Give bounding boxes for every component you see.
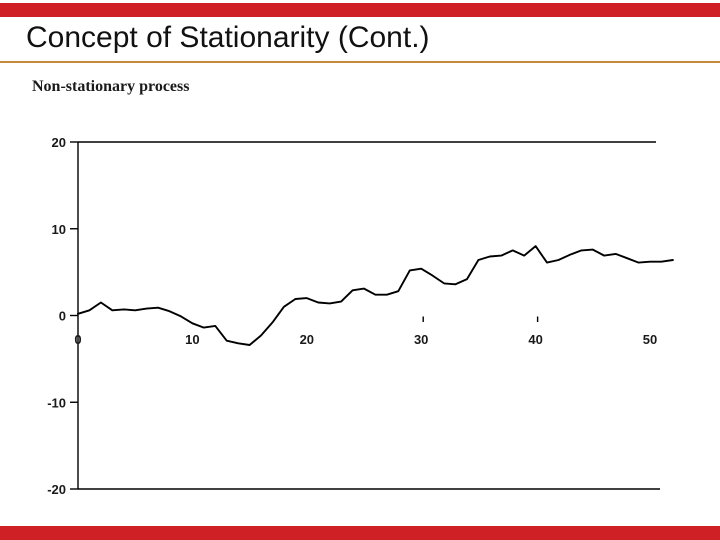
slide-title: Concept of Stationarity (Cont.) <box>26 21 430 54</box>
x-tick-label: 20 <box>300 332 314 347</box>
bottom-accent-bar <box>0 526 720 540</box>
top-accent-bar <box>0 3 720 17</box>
title-divider-rule <box>0 61 720 63</box>
y-tick-label: 20 <box>52 135 66 150</box>
slide-subtitle: Non-stationary process <box>32 78 190 95</box>
y-tick-label: 0 <box>59 309 66 324</box>
y-tick-label: -20 <box>47 482 66 497</box>
x-tick-label: 40 <box>528 332 542 347</box>
x-tick-label: 10 <box>185 332 199 347</box>
x-tick-label: 50 <box>643 332 657 347</box>
x-tick-label: 30 <box>414 332 428 347</box>
y-tick-label: -10 <box>47 395 66 410</box>
y-tick-label: 10 <box>52 222 66 237</box>
x-tick-label: 0 <box>74 332 81 347</box>
series-line <box>77 245 674 346</box>
